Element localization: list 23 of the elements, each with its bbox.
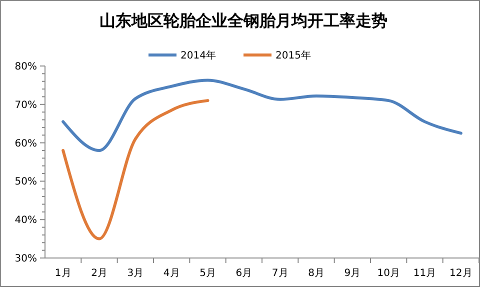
line-series [62,99,210,240]
y-tick-label: 80% [14,62,37,72]
x-tick-label: 12月 [450,268,472,279]
chart-title: 山东地区轮胎企业全钢胎月均开工率走势 [100,11,388,30]
legend-label: 2015年 [276,50,311,62]
y-tick-label: 70% [14,100,37,111]
x-tick-label: 6月 [236,268,252,279]
x-tick-label: 2月 [91,268,108,279]
x-tick-label: 8月 [308,268,324,279]
x-tick-label: 9月 [344,268,361,279]
y-tick-label: 60% [14,138,37,150]
x-tick-label: 1月 [54,268,72,279]
legend-label: 2014年 [180,50,216,62]
y-tick-label: 40% [14,215,37,226]
x-tick-label: 11月 [413,268,436,279]
x-tick-label: 3月 [127,268,144,279]
x-tick-label: 7月 [272,268,288,279]
x-tick-label: 4月 [163,268,180,279]
line-series [62,78,462,152]
x-tick-label: 10月 [377,268,400,279]
x-tick-label: 5月 [200,268,216,279]
y-tick-label: 30% [14,254,37,264]
y-tick-label: 50% [14,176,37,188]
